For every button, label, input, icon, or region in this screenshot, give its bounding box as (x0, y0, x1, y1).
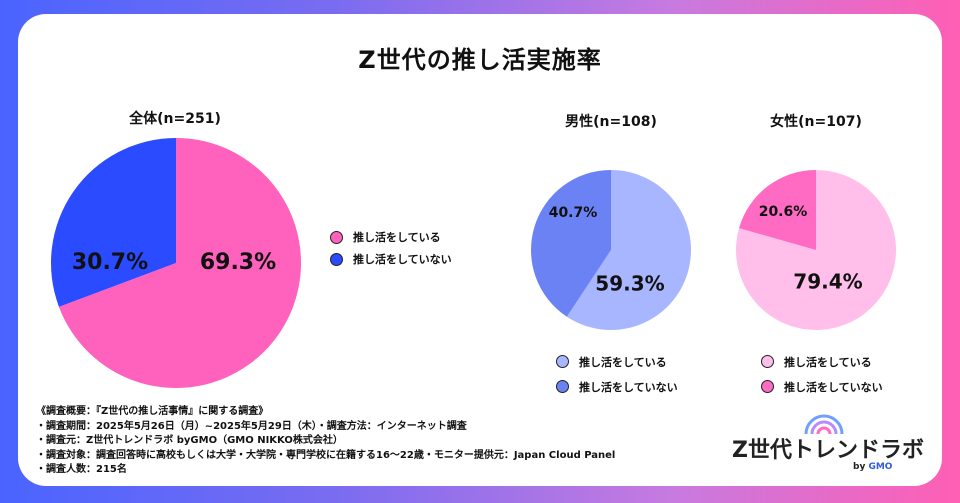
legend-female: 推し活をしている 推し活をしていない (761, 349, 883, 399)
pie-data-label-male-1: 40.7% (549, 205, 598, 221)
legend-swatch (761, 380, 774, 393)
brand-logo: Z世代トレンドラボ by GMO (732, 404, 924, 478)
note-line: 《調査概要：『Z世代の推し活事情』に関する調査》 (36, 406, 269, 417)
note-line: ・調査対象：調査回答時に高校もしくは大学・大学院・専門学校に在籍する16～22歳… (36, 449, 616, 461)
pie-data-label-female-0: 79.4% (793, 270, 862, 294)
pie-slice-male-0 (566, 170, 691, 330)
legend-swatch (761, 355, 774, 368)
note-line: ・調査期間：2025年5月26日（月）~2025年5月29日（木）・調査方法：イ… (36, 420, 467, 432)
legend-item: 推し活をしていない (556, 374, 678, 399)
pie-title-male: 男性(n=108) (565, 114, 657, 130)
pie-data-label-overall-1: 30.7% (72, 250, 148, 275)
legend-item: 推し活をしていない (330, 248, 452, 270)
legend-item: 推し活をしている (330, 226, 452, 248)
brand-byline: by GMO (853, 462, 892, 472)
legend-label: 推し活をしていない (579, 380, 678, 394)
legend-label: 推し活をしていない (353, 253, 452, 266)
pie-title-overall: 全体(n=251) (129, 111, 221, 127)
legend-swatch (330, 252, 343, 266)
legend-label: 推し活をしている (784, 355, 872, 369)
survey-notes: 《調査概要：『Z世代の推し活事情』に関する調査》 ・調査期間：2025年5月26… (36, 405, 615, 478)
legend-label: 推し活をしている (579, 355, 667, 369)
legend-item: 推し活をしている (556, 349, 678, 374)
legend-male: 推し活をしている 推し活をしていない (556, 349, 678, 399)
brand-by: by (853, 462, 866, 472)
brand-name: Z世代トレンドラボ (732, 438, 924, 463)
note-line: ・調査元：Z世代トレンドラボ byGMO（GMO NIKKO株式会社） (36, 435, 343, 446)
pie-slice-overall-0 (58, 138, 302, 389)
legend-label: 推し活をしていない (784, 380, 883, 394)
brand-gmo: GMO (868, 462, 893, 472)
pie-slice-female-0 (736, 170, 897, 330)
chart-title: Z世代の推し活実施率 (358, 46, 602, 74)
pie-data-label-male-0: 59.3% (595, 272, 664, 296)
pie-data-label-overall-0: 69.3% (200, 250, 276, 275)
pie-title-female: 女性(n=107) (770, 114, 862, 130)
legend-swatch (330, 230, 343, 244)
legend-item: 推し活をしていない (761, 374, 883, 399)
pie-data-label-female-1: 20.6% (759, 204, 808, 220)
note-line: ・調査人数：215名 (36, 464, 127, 475)
legend-label: 推し活をしている (353, 231, 441, 244)
legend-item: 推し活をしている (761, 349, 883, 374)
legend-swatch (556, 355, 569, 368)
pie-slice-male-1 (531, 170, 611, 317)
pie-slice-female-1 (739, 170, 816, 250)
pie-slice-overall-1 (50, 138, 176, 307)
legend-overall: 推し活をしている 推し活をしていない (330, 226, 452, 270)
legend-swatch (556, 380, 569, 393)
signal-icon (804, 414, 844, 435)
